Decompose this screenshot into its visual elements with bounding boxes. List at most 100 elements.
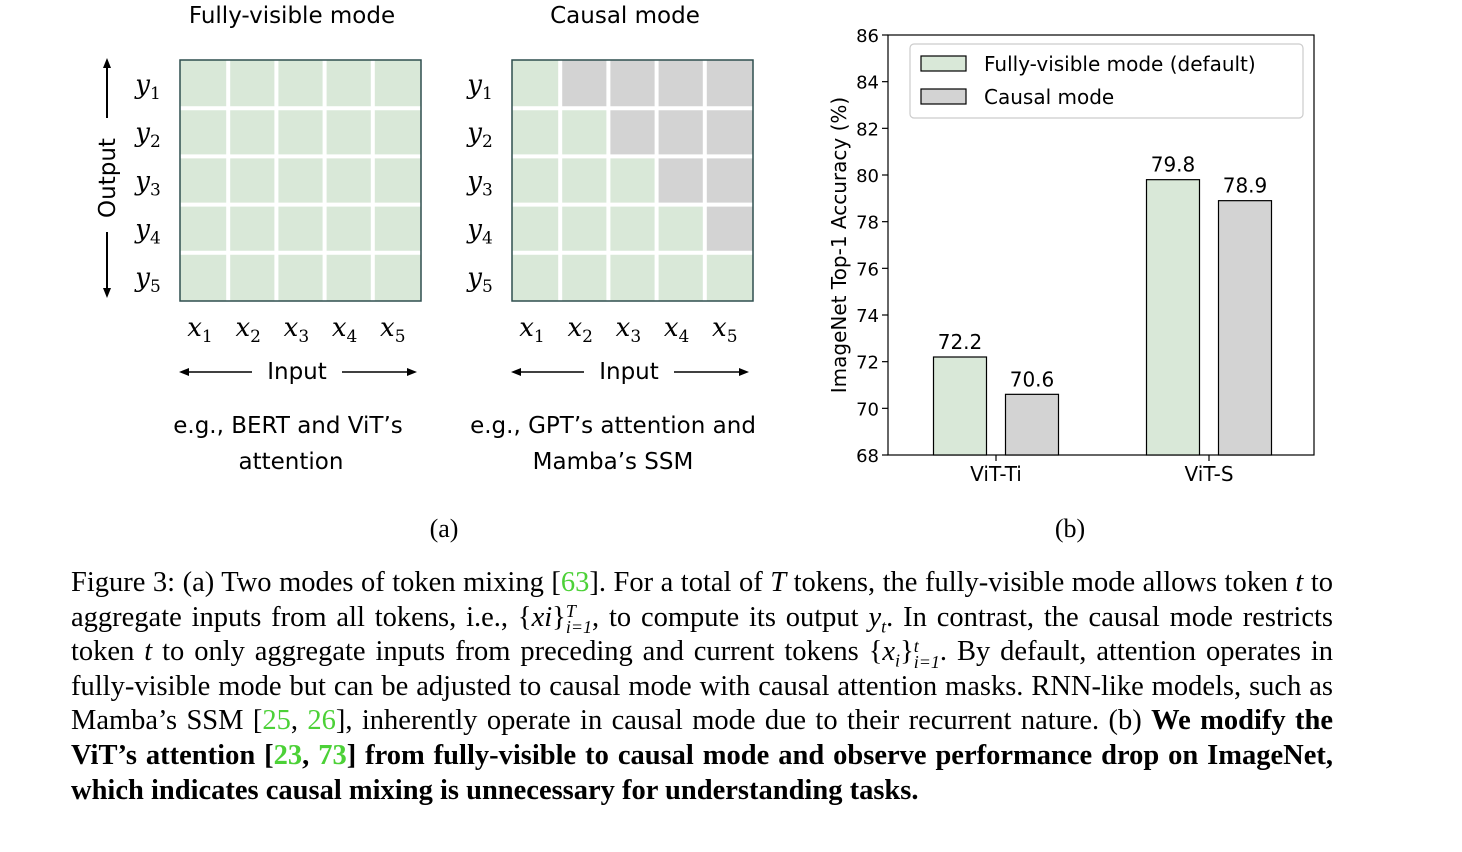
y-tick-label: 78 — [856, 213, 879, 234]
visible-cell — [512, 252, 561, 301]
visible-cell — [372, 156, 421, 205]
citation-73[interactable]: 73 — [318, 739, 347, 771]
bar-value-label: 70.6 — [1010, 367, 1055, 391]
caption-text: . In contrast, the causal mode restricts… — [71, 601, 1333, 668]
math-y: y — [868, 601, 882, 633]
visible-cell — [608, 204, 657, 253]
visible-cell — [560, 252, 609, 301]
caption-text: ], inherently operate in causal mode due… — [335, 705, 1109, 737]
output-token-label: y4 — [134, 215, 161, 249]
output-token-label: y2 — [134, 118, 161, 152]
caption-text: , to compute its output — [592, 601, 869, 633]
output-token-label: y5 — [134, 263, 161, 297]
output-token-label: y4 — [466, 215, 493, 249]
masked-cell — [656, 156, 705, 205]
input-token-label: x4 — [664, 313, 690, 347]
output-token-label: y3 — [134, 166, 161, 200]
citation-63[interactable]: 63 — [560, 567, 590, 598]
visible-cell — [512, 156, 561, 205]
citation-26[interactable]: 26 — [307, 705, 336, 737]
visible-cell — [372, 108, 421, 157]
input-token-label: x1 — [519, 313, 545, 347]
caption-text: to aggregate inputs from all tokens, i.e… — [71, 567, 1334, 633]
y-axis-label: ImageNet Top-1 Accuracy (%) — [827, 97, 851, 393]
subfigure-label-a: (a) — [430, 514, 459, 543]
masked-cell — [704, 60, 753, 109]
output-token-label: y1 — [466, 70, 493, 104]
input-token-label: x5 — [712, 313, 738, 347]
x-tick-label: ViT-S — [1184, 462, 1233, 486]
visible-cell — [372, 60, 421, 109]
masked-cell — [704, 156, 753, 205]
caption-text: ]. For a total of — [589, 567, 771, 598]
citation-25[interactable]: 25 — [262, 705, 291, 737]
math-t: t — [1295, 567, 1304, 598]
visible-cell — [560, 204, 609, 253]
bar-fully-visible-vit-s — [1145, 179, 1201, 456]
y-tick-label: 72 — [856, 353, 879, 374]
visible-cell — [512, 108, 561, 157]
math-t: t — [144, 636, 153, 668]
bar-value-label: 79.8 — [1151, 153, 1196, 177]
visible-cell — [180, 156, 229, 205]
input-token-label: x4 — [332, 313, 358, 347]
visible-cell — [228, 204, 277, 253]
legend-swatch — [920, 55, 967, 72]
math-x: x — [882, 636, 896, 668]
visible-cell — [608, 156, 657, 205]
y-tick-label: 68 — [856, 446, 879, 467]
output-token-label: y3 — [466, 166, 493, 200]
grid-border — [511, 59, 754, 302]
visible-cell — [324, 108, 373, 157]
y-tick-label: 84 — [856, 73, 879, 94]
masked-cell — [656, 60, 705, 109]
legend-frame — [909, 43, 1304, 119]
output-token-label: y5 — [466, 263, 493, 297]
bar-value-label: 78.9 — [1223, 174, 1268, 198]
caption-bold-text: ] from fully-visible to causal mode and … — [71, 739, 1333, 806]
input-token-label: x2 — [567, 313, 593, 347]
output-token-labels-right: y1 y2 y3 y4 y5 — [466, 70, 493, 297]
visible-cell — [180, 204, 229, 253]
input-token-label: x3 — [616, 313, 642, 347]
masked-cell — [656, 108, 705, 157]
input-label-right: Input — [599, 359, 659, 385]
caption-text: } — [552, 601, 566, 633]
visible-cell — [324, 156, 373, 205]
caption-bold-text: , — [302, 739, 319, 771]
visible-cell — [512, 204, 561, 253]
chart-legend: Fully-visible mode (default) Causal mode — [909, 43, 1304, 119]
caption-figure-label: Figure 3: — [71, 567, 176, 598]
causal-title: Causal mode — [550, 3, 700, 29]
math-sub: i=1 — [913, 651, 940, 672]
fully-visible-example-line2: attention — [239, 449, 344, 475]
masked-cell — [608, 108, 657, 157]
fully-visible-mask-grid — [179, 59, 422, 302]
citation-23[interactable]: 23 — [273, 739, 303, 771]
visible-cell — [372, 204, 421, 253]
math-sub-t: t — [881, 616, 887, 637]
input-axis-arrow-right: Input — [511, 359, 749, 385]
input-token-label: x2 — [235, 313, 261, 347]
visible-cell — [276, 204, 325, 253]
math-xi: xi — [531, 601, 553, 633]
input-token-labels-left: x1 x2 x3 x4 x5 — [187, 313, 405, 347]
grid-border — [179, 59, 422, 302]
caption-text: , — [290, 705, 308, 737]
math-sup: T — [565, 601, 576, 622]
causal-example-line1: e.g., GPT’s attention and — [470, 413, 756, 439]
legend-entry: Fully-visible mode (default) — [984, 52, 1256, 76]
output-token-labels-left: y1 y2 y3 y4 y5 — [134, 70, 161, 297]
causal-example-line2: Mamba’s SSM — [533, 449, 694, 475]
y-tick-label: 74 — [856, 306, 879, 327]
input-label-left: Input — [267, 359, 327, 385]
bar-fully-visible-vit-ti — [932, 356, 988, 456]
caption-text: tokens, the fully-visible mode allows to… — [786, 567, 1296, 598]
visible-cell — [276, 60, 325, 109]
bar-causal-vit-ti — [1004, 393, 1060, 456]
visible-cell — [180, 60, 229, 109]
caption-part-b-label: (b) — [1108, 705, 1142, 737]
math-sub: i=1 — [565, 617, 592, 638]
visible-cell — [276, 252, 325, 301]
visible-cell — [228, 108, 277, 157]
